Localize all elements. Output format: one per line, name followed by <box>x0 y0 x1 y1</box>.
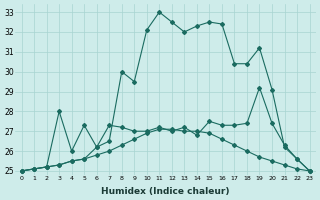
X-axis label: Humidex (Indice chaleur): Humidex (Indice chaleur) <box>101 187 230 196</box>
